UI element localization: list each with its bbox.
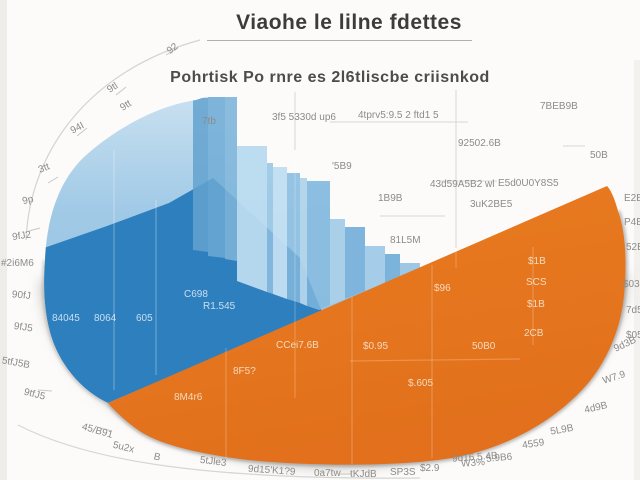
svg-text:81L5M: 81L5M: [390, 235, 421, 246]
svg-text:43d59A5B2 wl: 43d59A5B2 wl: [430, 179, 495, 190]
svg-text:9tt: 9tt: [118, 98, 134, 113]
svg-text:$1B: $1B: [528, 256, 546, 267]
svg-text:7d5: 7d5: [626, 305, 640, 316]
svg-text:P4B: P4B: [624, 217, 640, 228]
svg-text:50B0: 50B0: [472, 341, 496, 352]
svg-text:tKJdB: tKJdB: [350, 469, 377, 480]
svg-text:84045: 84045: [52, 313, 80, 324]
svg-text:5tJle3: 5tJle3: [199, 455, 227, 469]
svg-text:4d9B: 4d9B: [583, 400, 609, 416]
svg-text:9d16 5.4B: 9d16 5.4B: [452, 451, 499, 465]
svg-text:8064: 8064: [94, 313, 117, 324]
svg-text:0a7tw: 0a7tw: [314, 468, 341, 479]
svg-text:W3%: W3%: [461, 457, 486, 470]
svg-text:4559: 4559: [522, 437, 546, 451]
svg-text:B: B: [153, 451, 162, 463]
svg-text:5tfJ5B: 5tfJ5B: [1, 355, 31, 371]
svg-text:C698: C698: [184, 289, 208, 300]
svg-text:9tfJ5: 9tfJ5: [23, 387, 47, 403]
svg-text:2CB: 2CB: [524, 328, 544, 339]
svg-text:SP3S: SP3S: [390, 467, 416, 478]
svg-text:92502.6B: 92502.6B: [458, 138, 501, 149]
svg-text:E5d0U0Y8S5: E5d0U0Y8S5: [498, 178, 559, 189]
svg-text:$2.9: $2.9: [420, 463, 440, 474]
svg-text:CCei7.6B: CCei7.6B: [276, 340, 319, 351]
svg-text:3tt: 3tt: [37, 161, 52, 175]
svg-text:8M4r6: 8M4r6: [174, 392, 203, 403]
svg-text:9fJ5: 9fJ5: [13, 321, 34, 335]
svg-text:52B: 52B: [626, 242, 640, 253]
svg-text:R1.545: R1.545: [203, 301, 236, 312]
svg-text:E2B: E2B: [624, 193, 640, 204]
svg-text:1B9B: 1B9B: [378, 193, 403, 204]
svg-text:3f5 5330d up6: 3f5 5330d up6: [272, 112, 336, 123]
svg-text:9tl: 9tl: [105, 81, 120, 96]
svg-text:5.9B6: 5.9B6: [486, 452, 513, 465]
svg-text:5u2x: 5u2x: [112, 440, 136, 456]
svg-text:605: 605: [136, 313, 153, 324]
svg-text:7tb: 7tb: [202, 116, 216, 127]
svg-text:$0.95: $0.95: [363, 341, 388, 352]
svg-text:$.605: $.605: [408, 378, 433, 389]
svg-text:90fJ: 90fJ: [11, 289, 31, 302]
svg-text:9p: 9p: [21, 194, 35, 208]
svg-text:#2i6M6: #2i6M6: [1, 258, 34, 269]
svg-text:'5B9: '5B9: [332, 161, 352, 172]
svg-text:$03: $03: [623, 279, 640, 290]
svg-text:3uK2BE5: 3uK2BE5: [470, 199, 513, 210]
svg-text:7BEB9B: 7BEB9B: [540, 101, 578, 112]
svg-text:9fJ2: 9fJ2: [12, 229, 33, 243]
svg-text:5L9B: 5L9B: [549, 423, 574, 438]
svg-text:8F5?: 8F5?: [233, 366, 256, 377]
svg-text:50B: 50B: [590, 150, 608, 161]
svg-text:9d15'K1?9: 9d15'K1?9: [248, 464, 297, 478]
svg-text:$96: $96: [434, 283, 451, 294]
svg-text:4tprv5:9.5 2 ftd1 5: 4tprv5:9.5 2 ftd1 5: [358, 110, 439, 121]
svg-text:$1B: $1B: [527, 299, 545, 310]
svg-text:$05: $05: [626, 330, 640, 341]
svg-text:SCS: SCS: [526, 277, 547, 288]
